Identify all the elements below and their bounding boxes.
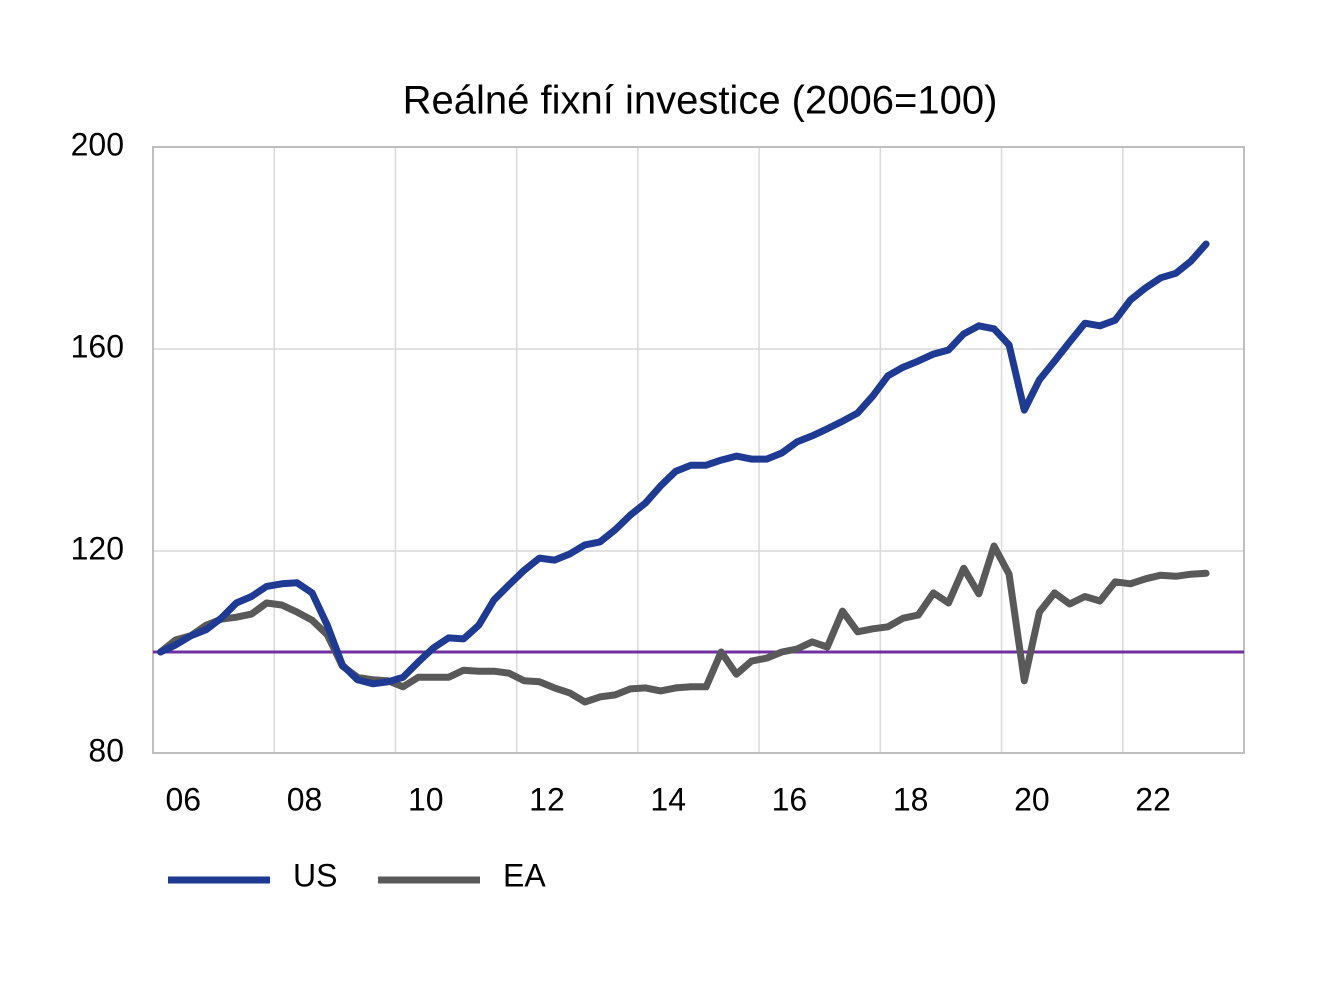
- x-tick-label: 20: [1014, 781, 1050, 817]
- x-tick-label: 10: [408, 781, 444, 817]
- y-tick-label: 160: [71, 328, 124, 364]
- legend-label: EA: [503, 857, 546, 893]
- x-tick-label: 22: [1135, 781, 1171, 817]
- x-tick-label: 12: [529, 781, 565, 817]
- y-tick-label: 120: [71, 530, 124, 566]
- y-tick-label: 200: [71, 126, 124, 162]
- series-line: [157, 542, 1210, 706]
- series-line: [157, 240, 1210, 688]
- y-tick-label: 80: [88, 732, 124, 768]
- x-tick-label: 14: [650, 781, 686, 817]
- plot-border: [152, 146, 1245, 754]
- x-tick-label: 16: [772, 781, 808, 817]
- x-tick-label: 06: [166, 781, 202, 817]
- chart-title: Reálné fixní investice (2006=100): [403, 79, 998, 123]
- x-tick-label: 18: [893, 781, 929, 817]
- legend-label: US: [293, 857, 337, 893]
- x-tick-label: 08: [287, 781, 323, 817]
